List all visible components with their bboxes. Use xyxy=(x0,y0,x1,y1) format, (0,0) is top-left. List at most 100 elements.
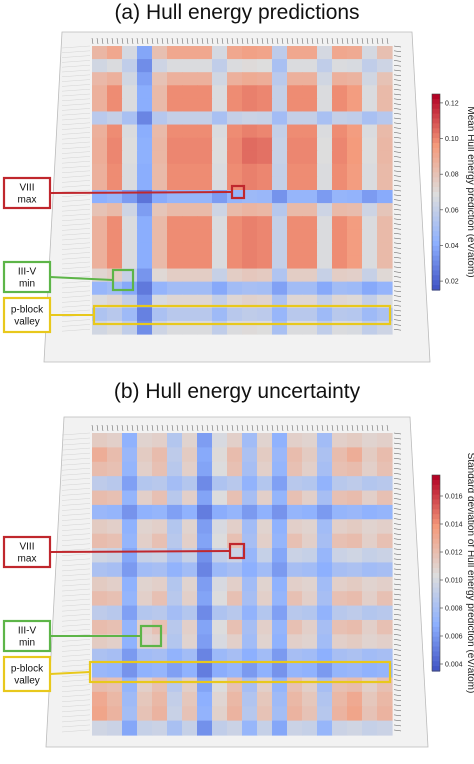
heatmap-cell xyxy=(137,504,153,520)
heatmap-cell xyxy=(317,490,333,506)
heatmap-cell xyxy=(92,504,108,520)
left-gridline xyxy=(61,473,91,476)
colorbar-segment xyxy=(432,573,440,579)
annotation-connector xyxy=(49,550,231,553)
heatmap-cell xyxy=(242,111,258,126)
heatmap-cell xyxy=(272,163,288,178)
top-tick xyxy=(91,37,94,45)
left-gridline xyxy=(61,689,91,692)
heatmap-cell xyxy=(122,720,138,736)
heatmap-cell xyxy=(212,461,228,477)
heatmap-cell xyxy=(122,255,138,270)
heatmap-cell xyxy=(287,605,303,621)
top-tick xyxy=(291,37,294,45)
heatmap-cell xyxy=(197,619,213,635)
heatmap-cell xyxy=(182,447,198,463)
heatmap-cell xyxy=(272,634,288,650)
top-tick xyxy=(261,37,264,45)
top-tick xyxy=(201,424,204,432)
heatmap-cell xyxy=(242,720,258,736)
heatmap-cell xyxy=(377,663,393,679)
top-tick xyxy=(136,37,139,45)
side-tick xyxy=(393,69,402,72)
colorbar-segment xyxy=(432,577,440,584)
heatmap-cell xyxy=(137,663,153,679)
top-tick xyxy=(241,424,244,432)
heatmap-cell xyxy=(302,229,318,243)
heatmap-cell xyxy=(287,461,303,477)
heatmap-cell xyxy=(227,307,243,322)
colorbar-segment xyxy=(432,250,440,257)
left-gridline xyxy=(61,98,91,101)
heatmap-cell xyxy=(167,576,183,592)
left-gridline xyxy=(61,180,91,183)
heatmap-cell xyxy=(332,190,348,204)
left-gridline xyxy=(61,669,91,672)
side-tick xyxy=(393,213,402,216)
heatmap-cell xyxy=(362,548,378,564)
side-tick xyxy=(393,314,402,317)
left-gridline xyxy=(61,513,91,516)
heatmap-cell xyxy=(362,706,378,722)
heatmap-cell xyxy=(362,605,378,621)
top-tick xyxy=(291,424,294,432)
annotation-label-text: valley xyxy=(14,676,40,687)
heatmap-cell xyxy=(92,490,108,506)
heatmap-cell xyxy=(227,490,243,506)
heatmap-cell xyxy=(167,533,183,549)
heatmap-cell xyxy=(332,111,348,126)
heatmap-cell xyxy=(182,476,198,492)
heatmap-cell xyxy=(287,533,303,549)
heatmap-cell xyxy=(332,504,348,520)
annotation-label-box xyxy=(2,260,52,294)
top-tick xyxy=(121,424,124,432)
heatmap-cell xyxy=(137,461,153,477)
heatmap-cell xyxy=(242,548,258,564)
heatmap-cell xyxy=(242,190,258,204)
side-tick xyxy=(393,290,402,293)
colorbar-segment xyxy=(432,206,440,213)
heatmap-cell xyxy=(302,190,318,204)
heatmap-cell xyxy=(137,242,153,257)
heatmap-cell xyxy=(287,576,303,592)
heatmap-cell xyxy=(287,203,303,217)
heatmap-cell xyxy=(302,519,318,535)
side-tick xyxy=(393,478,402,480)
heatmap-cell xyxy=(362,476,378,492)
top-tick xyxy=(221,37,224,45)
heatmap-cell xyxy=(347,85,363,99)
heatmap-cell xyxy=(317,216,333,230)
heatmap-cell xyxy=(302,433,318,448)
heatmap-cell xyxy=(167,176,183,191)
heatmap-cell xyxy=(107,548,123,564)
heatmap-cell xyxy=(227,229,243,243)
heatmap-cell xyxy=(332,85,348,99)
top-tick xyxy=(216,424,219,432)
heatmap-cell xyxy=(332,562,348,578)
side-tick xyxy=(393,64,402,67)
heatmap-cell xyxy=(272,85,288,99)
heatmap-cell xyxy=(212,634,228,650)
colorbar-segment xyxy=(432,152,440,159)
top-tick xyxy=(126,37,129,45)
side-tick xyxy=(393,624,402,626)
heatmap-cell xyxy=(182,216,198,230)
heatmap-cell xyxy=(182,533,198,549)
left-gridline xyxy=(61,65,91,68)
heatmap-cell xyxy=(167,46,183,60)
side-tick xyxy=(393,503,402,505)
heatmap-cell xyxy=(317,307,333,322)
heatmap-cell xyxy=(167,124,183,139)
heatmap-cell xyxy=(377,46,393,60)
annotation-label-text: p-block xyxy=(11,664,44,675)
heatmap-cell xyxy=(302,663,318,679)
top-tick xyxy=(266,424,269,432)
side-tick xyxy=(393,103,402,105)
heatmap-cell xyxy=(362,619,378,635)
heatmap-cell xyxy=(362,229,378,243)
heatmap-cell xyxy=(212,433,228,448)
heatmap-cell xyxy=(242,124,258,139)
heatmap-cell xyxy=(302,562,318,578)
heatmap-cell xyxy=(287,46,303,60)
heatmap-cell xyxy=(152,203,168,217)
